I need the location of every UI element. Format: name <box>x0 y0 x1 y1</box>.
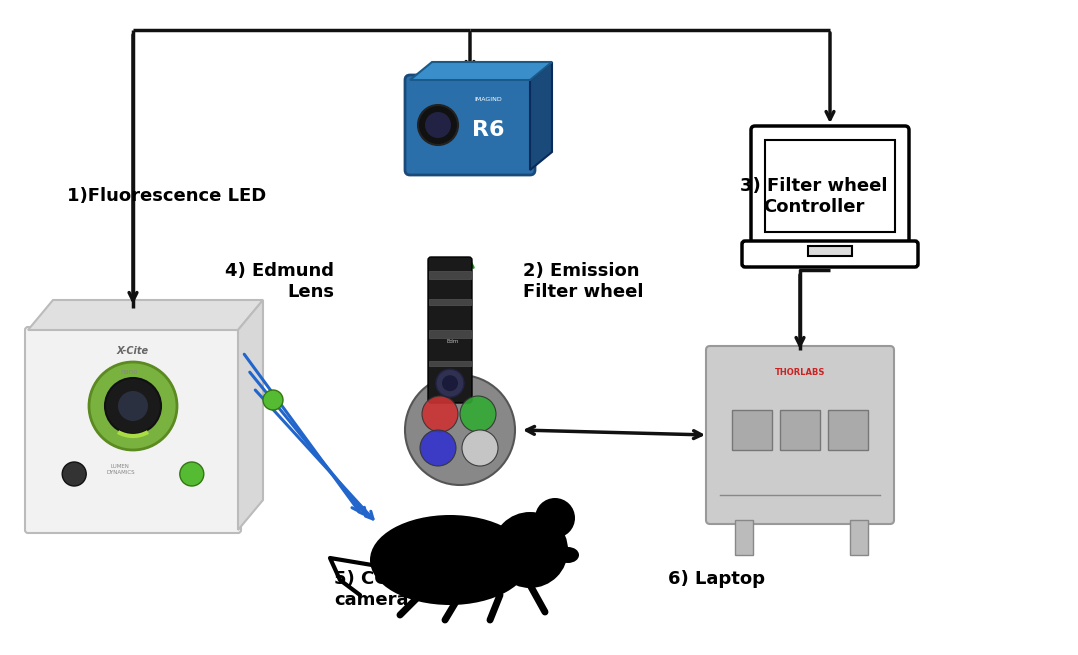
Text: THORLABS: THORLABS <box>775 367 825 377</box>
Circle shape <box>89 362 177 450</box>
Bar <box>429 299 471 305</box>
FancyBboxPatch shape <box>742 241 918 267</box>
Text: LUMEN
DYNAMICS: LUMEN DYNAMICS <box>106 464 135 475</box>
Text: 1)Fluorescence LED: 1)Fluorescence LED <box>68 187 266 204</box>
Text: R6: R6 <box>472 119 505 140</box>
Bar <box>429 330 471 338</box>
Bar <box>849 520 868 555</box>
Bar <box>429 271 471 279</box>
Circle shape <box>421 396 458 432</box>
Circle shape <box>263 390 284 410</box>
Circle shape <box>420 430 456 466</box>
Bar <box>765 140 895 232</box>
Bar <box>808 246 852 256</box>
Text: 2) Emission
Filter wheel: 2) Emission Filter wheel <box>523 262 644 301</box>
Polygon shape <box>410 62 552 80</box>
Text: nano: nano <box>121 369 138 375</box>
Circle shape <box>442 375 458 391</box>
Circle shape <box>425 112 451 138</box>
Circle shape <box>405 375 515 485</box>
Circle shape <box>462 430 498 466</box>
FancyBboxPatch shape <box>428 257 472 403</box>
Text: 4) Edmund
Lens: 4) Edmund Lens <box>225 262 334 301</box>
Text: Edm: Edm <box>446 339 459 344</box>
Ellipse shape <box>557 547 579 563</box>
Text: 6) Laptop: 6) Laptop <box>668 570 765 588</box>
Circle shape <box>436 369 464 397</box>
FancyBboxPatch shape <box>405 75 535 175</box>
Circle shape <box>460 396 496 432</box>
Circle shape <box>418 105 458 145</box>
FancyBboxPatch shape <box>751 126 909 244</box>
Circle shape <box>492 512 568 588</box>
Bar <box>735 520 754 555</box>
Polygon shape <box>530 62 552 170</box>
Bar <box>828 409 868 449</box>
Polygon shape <box>238 300 263 530</box>
Text: X-Cite: X-Cite <box>116 346 149 356</box>
Text: 5) CCD
camera: 5) CCD camera <box>334 570 409 608</box>
Circle shape <box>118 391 148 421</box>
Circle shape <box>63 462 86 486</box>
Bar <box>429 361 471 365</box>
FancyBboxPatch shape <box>706 346 894 524</box>
Bar <box>732 409 772 449</box>
Ellipse shape <box>370 515 530 605</box>
Text: IMAGIND: IMAGIND <box>474 98 502 102</box>
Bar <box>780 409 820 449</box>
Circle shape <box>180 462 204 486</box>
Polygon shape <box>28 300 263 330</box>
Circle shape <box>535 498 575 538</box>
Circle shape <box>105 378 161 434</box>
Text: 3) Filter wheel
Controller: 3) Filter wheel Controller <box>741 177 887 215</box>
FancyBboxPatch shape <box>25 327 241 533</box>
FancyBboxPatch shape <box>450 357 470 379</box>
